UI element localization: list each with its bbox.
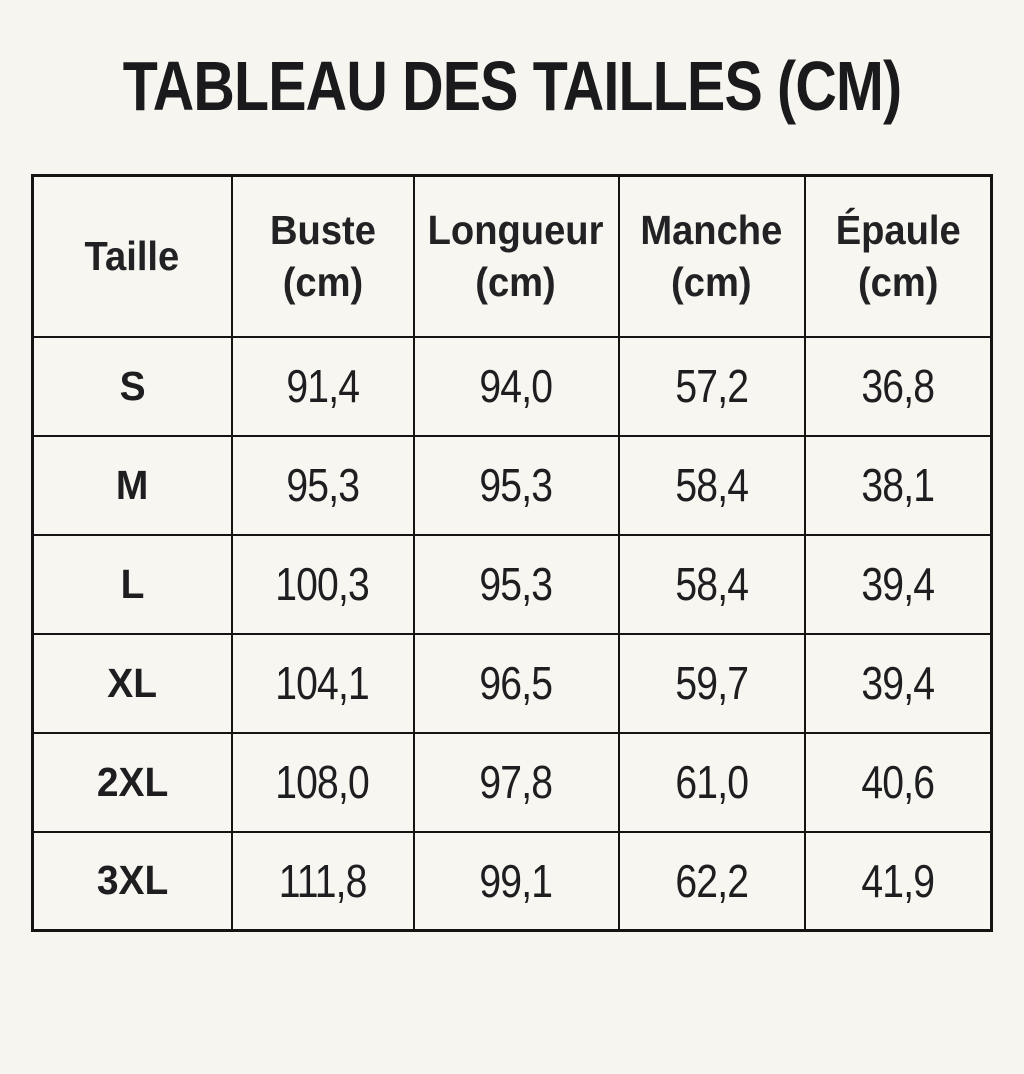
measurement-cell-manche: 62,2	[617, 830, 806, 932]
size-label-cell: 3XL	[31, 830, 233, 932]
column-header-label: Buste (cm)	[269, 206, 376, 306]
measurement-cell-manche: 59,7	[617, 632, 806, 734]
measurement-cell-buste: 100,3	[230, 533, 415, 635]
measurement-value: 36,8	[861, 360, 935, 412]
size-label-cell: M	[31, 434, 233, 536]
size-label: L	[120, 560, 145, 607]
size-label: M	[116, 461, 149, 508]
measurement-value: 39,4	[861, 657, 935, 709]
size-label-cell: L	[31, 533, 233, 635]
column-header-label: Épaule (cm)	[835, 206, 961, 306]
measurement-cell-buste: 104,1	[230, 632, 415, 734]
size-label: 3XL	[96, 857, 168, 904]
measurement-value: 39,4	[861, 558, 935, 610]
measurement-cell-epaule: 41,9	[803, 830, 993, 932]
measurement-cell-epaule: 38,1	[803, 434, 993, 536]
table-body: S 91,4 94,0 57,2 36,8 M 95,3 95,3 58,4 38,1 L 100,3…	[31, 335, 993, 932]
measurement-value: 40,6	[861, 756, 935, 808]
measurement-value: 99,1	[479, 854, 554, 907]
measurement-value: 95,3	[286, 459, 360, 511]
measurement-value: 96,5	[479, 657, 554, 709]
column-header-epaule: Épaule (cm)	[803, 174, 993, 338]
column-header-taille: Taille	[31, 174, 233, 338]
table-row: M 95,3 95,3 58,4 38,1	[31, 434, 993, 536]
measurement-value: 108,0	[275, 756, 370, 808]
measurement-value: 59,7	[675, 657, 749, 709]
measurement-cell-epaule: 36,8	[803, 335, 993, 437]
measurement-value: 100,3	[275, 558, 370, 610]
measurement-cell-longueur: 96,5	[412, 632, 620, 734]
page-title: TABLEAU DES TAILLES (CM)	[122, 47, 902, 125]
size-label: XL	[107, 659, 158, 706]
size-label: S	[119, 362, 146, 409]
table-row: XL 104,1 96,5 59,7 39,4	[31, 632, 993, 734]
table-header: Taille Buste (cm) Longueur (cm) Manche (cm)…	[31, 174, 993, 338]
measurement-value: 91,4	[286, 360, 360, 412]
size-label-cell: S	[31, 335, 233, 437]
measurement-value: 94,0	[479, 360, 554, 412]
size-chart-table: Taille Buste (cm) Longueur (cm) Manche (cm)…	[31, 174, 993, 932]
measurement-cell-longueur: 95,3	[412, 434, 620, 536]
measurement-cell-epaule: 39,4	[803, 632, 993, 734]
measurement-value: 95,3	[479, 459, 554, 511]
column-header-label: Longueur (cm)	[428, 206, 604, 306]
measurement-cell-epaule: 40,6	[803, 731, 993, 833]
measurement-value: 95,3	[479, 558, 554, 610]
measurement-value: 38,1	[861, 459, 935, 511]
measurement-value: 104,1	[275, 657, 370, 709]
measurement-cell-epaule: 39,4	[803, 533, 993, 635]
measurement-value: 61,0	[675, 756, 749, 808]
measurement-cell-buste: 111,8	[230, 830, 415, 932]
measurement-cell-longueur: 99,1	[412, 830, 620, 932]
measurement-value: 97,8	[479, 756, 554, 808]
size-label-cell: XL	[31, 632, 233, 734]
measurement-cell-manche: 58,4	[617, 533, 806, 635]
column-header-longueur: Longueur (cm)	[412, 174, 620, 338]
measurement-value: 58,4	[675, 459, 749, 511]
table-row: S 91,4 94,0 57,2 36,8	[31, 335, 993, 437]
measurement-cell-manche: 61,0	[617, 731, 806, 833]
measurement-value: 111,8	[278, 854, 368, 907]
measurement-cell-buste: 91,4	[230, 335, 415, 437]
table-row: L 100,3 95,3 58,4 39,4	[31, 533, 993, 635]
measurement-cell-buste: 95,3	[230, 434, 415, 536]
measurement-cell-buste: 108,0	[230, 731, 415, 833]
measurement-cell-longueur: 95,3	[412, 533, 620, 635]
column-header-manche: Manche (cm)	[617, 174, 806, 338]
table-row: 2XL 108,0 97,8 61,0 40,6	[31, 731, 993, 833]
column-header-label: Manche (cm)	[640, 206, 783, 306]
column-header-label: Taille	[84, 233, 180, 280]
measurement-cell-longueur: 97,8	[412, 731, 620, 833]
header-row: Taille Buste (cm) Longueur (cm) Manche (cm)…	[31, 174, 993, 338]
measurement-value: 41,9	[861, 854, 935, 907]
measurement-value: 58,4	[675, 558, 749, 610]
size-label-cell: 2XL	[31, 731, 233, 833]
measurement-cell-manche: 58,4	[617, 434, 806, 536]
measurement-value: 62,2	[675, 854, 749, 907]
measurement-value: 57,2	[675, 360, 749, 412]
measurement-cell-manche: 57,2	[617, 335, 806, 437]
column-header-buste: Buste (cm)	[230, 174, 415, 338]
measurement-cell-longueur: 94,0	[412, 335, 620, 437]
size-label: 2XL	[96, 758, 168, 805]
table-row: 3XL 111,8 99,1 62,2 41,9	[31, 830, 993, 932]
